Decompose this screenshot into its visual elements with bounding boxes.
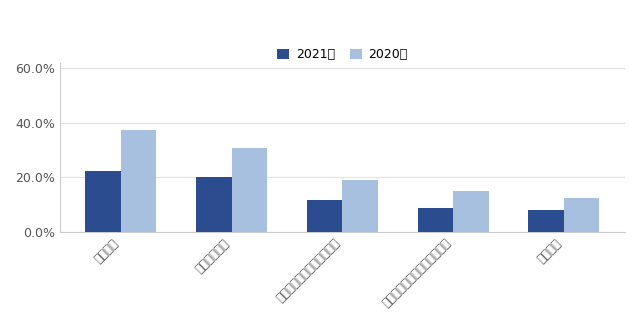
- Bar: [453, 191, 488, 232]
- Bar: [85, 171, 121, 232]
- Bar: [564, 198, 599, 232]
- Bar: [307, 200, 342, 232]
- Bar: [121, 130, 156, 232]
- Bar: [529, 210, 564, 232]
- Bar: [342, 180, 378, 232]
- Bar: [418, 208, 453, 232]
- Bar: [196, 176, 232, 232]
- Bar: [232, 149, 267, 232]
- Legend: 2021年, 2020年: 2021年, 2020年: [272, 44, 413, 66]
